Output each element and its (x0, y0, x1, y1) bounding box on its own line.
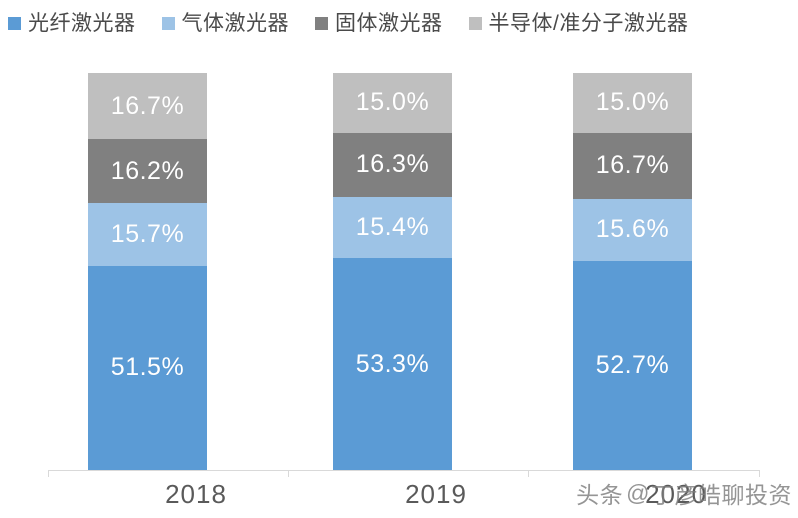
x-axis-labels: 2018 2019 2020 (48, 479, 760, 518)
square-swatch-icon (468, 16, 482, 30)
legend-label: 气体激光器 (181, 11, 289, 35)
bar-segment-gas-laser[interactable]: 15.7% (88, 203, 207, 266)
watermark-account: 丁彦皓聊投资 (651, 482, 792, 508)
legend-label: 半导体/准分子激光器 (488, 11, 689, 35)
bar-segment-solid-state-laser[interactable]: 16.3% (333, 132, 452, 198)
legend-label: 固体激光器 (335, 11, 443, 35)
chart-legend: 光纤激光器 气体激光器 固体激光器 半导体/准分子激光器 (0, 6, 798, 40)
bar-segment-label: 52.7% (595, 350, 670, 379)
bar-segment-solid-state-laser[interactable]: 16.7% (573, 132, 692, 199)
legend-label: 光纤激光器 (28, 11, 136, 35)
bar-segment-gas-laser[interactable]: 15.4% (333, 197, 452, 259)
legend-item-semiconductor-excimer-laser[interactable]: 半导体/准分子激光器 (468, 11, 689, 35)
bar-segment-label: 16.7% (110, 91, 185, 120)
bar-stack: 15.0% 16.3% 15.4% 53.3% (333, 73, 452, 470)
square-swatch-icon (161, 16, 175, 30)
bar-segment-fiber-laser[interactable]: 52.7% (573, 260, 692, 470)
plot-area: 16.7% 16.2% 15.7% 51.5% 15.0% 16.3% (0, 45, 798, 518)
bar-group-2019: 15.0% 16.3% 15.4% 53.3% (333, 73, 452, 470)
bar-stack: 16.7% 16.2% 15.7% 51.5% (88, 73, 207, 470)
x-axis-label-2018: 2018 (165, 479, 227, 509)
bar-segment-fiber-laser[interactable]: 53.3% (333, 258, 452, 470)
watermark: 头条 @ 丁彦皓聊投资 (576, 476, 792, 510)
watermark-brand: 头条 (576, 482, 624, 508)
bar-segment-gas-laser[interactable]: 15.6% (573, 198, 692, 261)
legend-item-fiber-laser[interactable]: 光纤激光器 (8, 13, 136, 34)
watermark-at-symbol: @ (626, 479, 650, 506)
x-axis-label-2019: 2019 (405, 479, 467, 509)
bar-segment-label: 51.5% (110, 353, 185, 382)
bar-segment-label: 15.0% (355, 88, 430, 117)
x-axis-tick (759, 470, 760, 477)
bar-group-2020: 15.0% 16.7% 15.6% 52.7% (573, 73, 692, 470)
legend-item-solid-state-laser[interactable]: 固体激光器 (315, 13, 443, 34)
bar-segment-label: 15.4% (355, 213, 430, 242)
bar-segment-label: 16.7% (595, 151, 670, 180)
bar-segment-solid-state-laser[interactable]: 16.2% (88, 139, 207, 204)
bar-segment-label: 16.2% (110, 156, 185, 185)
x-axis-tick (48, 470, 49, 477)
square-swatch-icon (8, 16, 21, 30)
x-axis-label-2020: 2020 (645, 479, 707, 509)
bar-segment-semiconductor-excimer-laser[interactable]: 15.0% (333, 73, 452, 133)
bar-segment-label: 15.7% (110, 220, 185, 249)
bar-segment-label: 16.3% (355, 150, 430, 179)
bar-segment-label: 53.3% (355, 349, 430, 378)
bar-segment-semiconductor-excimer-laser[interactable]: 15.0% (573, 73, 692, 133)
bar-stack: 15.0% 16.7% 15.6% 52.7% (573, 73, 692, 470)
bar-segment-label: 15.0% (595, 88, 670, 117)
legend-item-gas-laser[interactable]: 气体激光器 (161, 11, 290, 35)
x-axis-line (48, 470, 760, 471)
square-swatch-icon (315, 16, 328, 30)
bar-segment-label: 15.6% (595, 215, 670, 244)
x-axis-tick (528, 470, 529, 477)
bar-segment-fiber-laser[interactable]: 51.5% (88, 265, 207, 470)
bar-segment-semiconductor-excimer-laser[interactable]: 16.7% (88, 73, 207, 140)
bar-group-2018: 16.7% 16.2% 15.7% 51.5% (88, 73, 207, 470)
x-axis-tick (288, 470, 289, 477)
